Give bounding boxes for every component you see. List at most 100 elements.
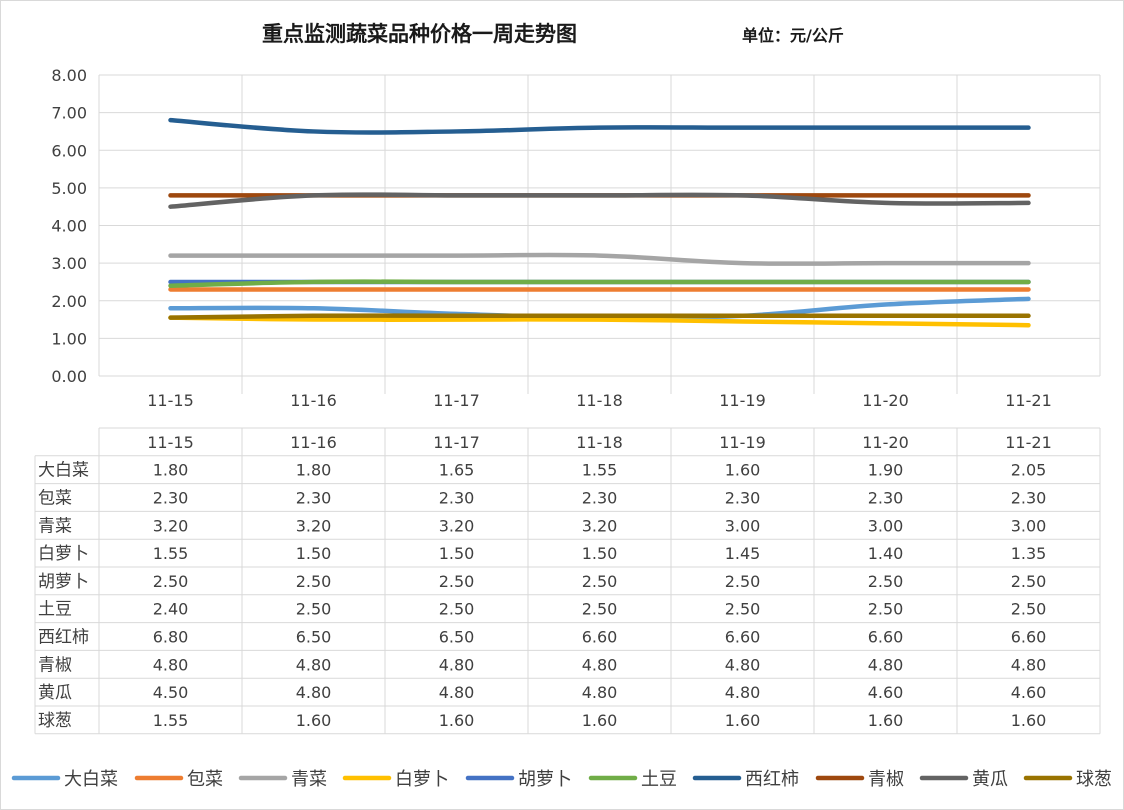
- table-cell: 2.30: [439, 489, 475, 508]
- series-line: [168, 192, 1031, 209]
- table-cell: 2.30: [725, 489, 761, 508]
- table-cell: 2.40: [153, 600, 189, 619]
- legend-label: 青椒: [868, 769, 904, 790]
- table-cell: 2.50: [582, 572, 618, 591]
- table-header-cell: 11-19: [719, 433, 766, 452]
- legend-label: 大白菜: [64, 769, 118, 790]
- table-cell: 1.60: [582, 711, 618, 730]
- table-cell: 1.40: [868, 544, 904, 563]
- table-cell: 2.50: [439, 572, 475, 591]
- table-cell: 6.60: [868, 628, 904, 647]
- table-cell: 1.60: [439, 711, 475, 730]
- table-cell: 1.55: [582, 461, 618, 480]
- table-cell: 3.00: [725, 516, 761, 535]
- legend-label: 包菜: [187, 769, 223, 790]
- table-cell: 2.50: [725, 572, 761, 591]
- table-row-label: 土豆: [38, 600, 72, 620]
- table-header-cell: 11-17: [433, 433, 480, 452]
- y-tick-label: 8.00: [51, 66, 87, 85]
- table-cell: 6.50: [296, 628, 332, 647]
- y-tick-label: 3.00: [51, 254, 87, 273]
- table-cell: 2.50: [1011, 600, 1047, 619]
- table-row-label: 青菜: [38, 516, 72, 536]
- table-cell: 6.60: [725, 628, 761, 647]
- table-cell: 3.20: [153, 516, 189, 535]
- table-cell: 2.50: [868, 600, 904, 619]
- table-header-cell: 11-18: [576, 433, 623, 452]
- legend-label: 黄瓜: [972, 769, 1008, 790]
- table-cell: 1.55: [153, 711, 189, 730]
- table-cell: 2.50: [153, 572, 189, 591]
- table-cell: 2.50: [868, 572, 904, 591]
- table-cell: 2.50: [1011, 572, 1047, 591]
- table-cell: 1.55: [153, 544, 189, 563]
- table-cell: 1.60: [296, 711, 332, 730]
- table-cell: 3.00: [1011, 516, 1047, 535]
- table-cell: 4.80: [439, 655, 475, 674]
- table-cell: 1.60: [1011, 711, 1047, 730]
- table-row-label: 黄瓜: [38, 683, 72, 703]
- table-cell: 4.80: [725, 683, 761, 702]
- table-cell: 4.80: [1011, 655, 1047, 674]
- table-cell: 4.80: [582, 655, 618, 674]
- table-row-label: 西红柿: [38, 628, 89, 648]
- table-cell: 4.80: [582, 683, 618, 702]
- table-cell: 6.60: [1011, 628, 1047, 647]
- table-cell: 6.50: [439, 628, 475, 647]
- x-tick-label: 11-17: [433, 391, 480, 410]
- table-cell: 1.35: [1011, 544, 1047, 563]
- table-cell: 4.80: [153, 655, 189, 674]
- table-cell: 3.20: [582, 516, 618, 535]
- series-line: [168, 279, 1031, 288]
- table-cell: 1.80: [296, 461, 332, 480]
- y-tick-label: 0.00: [51, 367, 87, 386]
- y-tick-label: 1.00: [51, 329, 87, 348]
- table-cell: 4.80: [725, 655, 761, 674]
- unit-label: 单位：元/公斤: [742, 26, 844, 45]
- table-cell: 4.80: [439, 683, 475, 702]
- x-tick-label: 11-21: [1005, 391, 1052, 410]
- series-line: [168, 313, 1031, 320]
- table-cell: 2.50: [439, 600, 475, 619]
- table-row-label: 白萝卜: [38, 544, 89, 564]
- table-row-label: 大白菜: [38, 461, 89, 481]
- table-cell: 6.80: [153, 628, 189, 647]
- x-tick-label: 11-18: [576, 391, 623, 410]
- table-cell: 2.30: [868, 489, 904, 508]
- table-cell: 2.05: [1011, 461, 1047, 480]
- legend-label: 球葱: [1076, 769, 1112, 790]
- x-tick-label: 11-15: [147, 391, 194, 410]
- legend-label: 西红柿: [745, 769, 799, 790]
- table-cell: 4.50: [153, 683, 189, 702]
- legend-label: 土豆: [641, 769, 677, 790]
- table-cell: 4.60: [868, 683, 904, 702]
- table-cell: 1.60: [725, 461, 761, 480]
- table-cell: 2.30: [582, 489, 618, 508]
- table-cell: 4.60: [1011, 683, 1047, 702]
- table-cell: 1.45: [725, 544, 761, 563]
- table-cell: 1.90: [868, 461, 904, 480]
- table-cell: 1.65: [439, 461, 475, 480]
- table-cell: 2.30: [153, 489, 189, 508]
- table-cell: 2.50: [582, 600, 618, 619]
- x-tick-label: 11-20: [862, 391, 909, 410]
- legend-label: 白萝卜: [395, 769, 449, 790]
- chart-title: 重点监测蔬菜品种价格一周走势图: [262, 21, 577, 46]
- y-tick-label: 2.00: [51, 292, 87, 311]
- table-cell: 2.50: [296, 572, 332, 591]
- legend-label: 青菜: [291, 769, 327, 790]
- table-cell: 1.80: [153, 461, 189, 480]
- table-header-cell: 11-16: [290, 433, 337, 452]
- series-line: [168, 315, 1031, 328]
- table-cell: 3.20: [439, 516, 475, 535]
- table-cell: 1.50: [582, 544, 618, 563]
- table-cell: 2.30: [296, 489, 332, 508]
- table-row-label: 青椒: [38, 655, 72, 675]
- table-cell: 2.50: [296, 600, 332, 619]
- table-row-label: 包菜: [38, 489, 72, 509]
- table-cell: 4.80: [868, 655, 904, 674]
- table-cell: 3.00: [868, 516, 904, 535]
- table-cell: 1.60: [725, 711, 761, 730]
- table-header-cell: 11-15: [147, 433, 194, 452]
